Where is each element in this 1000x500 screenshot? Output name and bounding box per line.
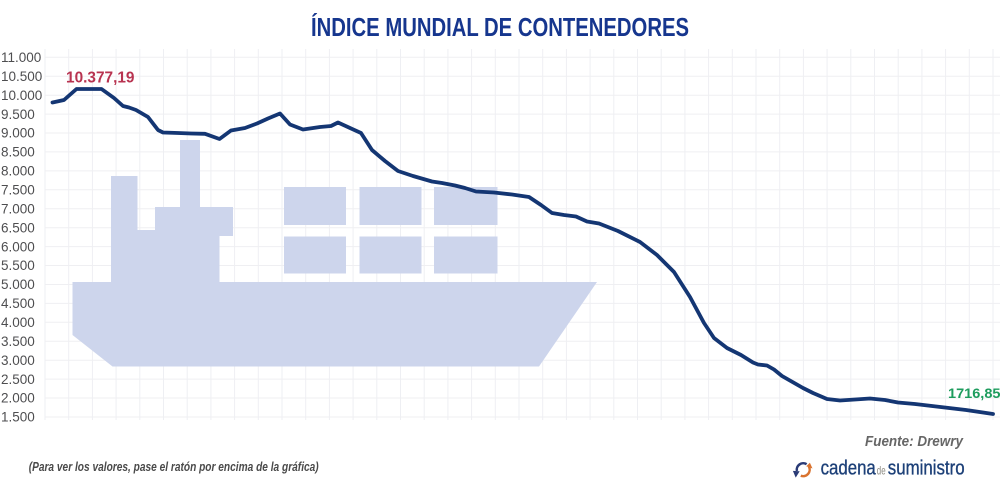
svg-text:3.000: 3.000 [1, 353, 35, 368]
svg-text:suministro: suministro [888, 457, 965, 479]
svg-text:1716,85: 1716,85 [948, 385, 1000, 401]
svg-text:Fuente: Drewry: Fuente: Drewry [865, 433, 964, 450]
svg-text:4.500: 4.500 [1, 296, 35, 311]
svg-text:ÍNDICE MUNDIAL DE CONTENEDORES: ÍNDICE MUNDIAL DE CONTENEDORES [311, 12, 689, 42]
svg-text:5.500: 5.500 [1, 258, 35, 273]
svg-text:10.000: 10.000 [1, 88, 42, 103]
svg-text:9.000: 9.000 [1, 126, 35, 141]
svg-text:8.500: 8.500 [1, 145, 35, 160]
svg-text:4.000: 4.000 [1, 315, 35, 330]
svg-text:9.500: 9.500 [1, 107, 35, 122]
svg-text:1.500: 1.500 [1, 410, 35, 425]
svg-text:cadena: cadena [821, 457, 877, 479]
svg-text:10.377,19: 10.377,19 [66, 70, 135, 87]
svg-text:3.500: 3.500 [1, 334, 35, 349]
svg-text:10.500: 10.500 [1, 69, 42, 84]
svg-text:8.000: 8.000 [1, 164, 35, 179]
svg-text:7.000: 7.000 [1, 201, 35, 216]
svg-text:(Para ver los valores, pase el: (Para ver los valores, pase el ratón por… [29, 459, 319, 474]
svg-text:7.500: 7.500 [1, 183, 35, 198]
svg-text:de: de [877, 463, 886, 477]
svg-text:2.500: 2.500 [1, 372, 35, 387]
svg-text:6.000: 6.000 [1, 239, 35, 254]
svg-text:6.500: 6.500 [1, 220, 35, 235]
svg-text:11.000: 11.000 [1, 50, 41, 65]
svg-text:2.000: 2.000 [1, 391, 35, 406]
svg-text:5.000: 5.000 [1, 277, 35, 292]
